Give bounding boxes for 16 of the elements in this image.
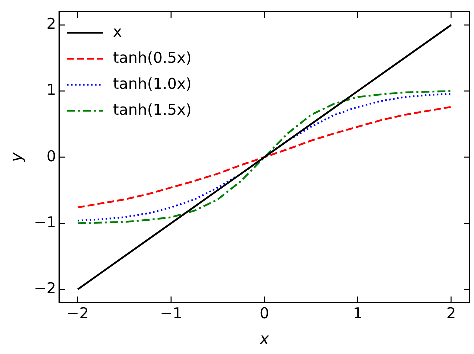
x-tick-label: −1 [160, 304, 182, 323]
x-tick-label: 1 [353, 304, 363, 323]
x-tick-label: 2 [446, 304, 456, 323]
x-tick-label: −2 [66, 304, 90, 323]
legend-label: tanh(1.0x) [113, 74, 192, 93]
y-tick-label: −2 [34, 279, 56, 298]
x-axis-title: x [258, 330, 270, 349]
y-tick-label: −1 [34, 213, 56, 232]
legend-label: tanh(0.5x) [113, 48, 192, 67]
legend-label: tanh(1.5x) [113, 100, 192, 119]
y-tick-label: 1 [46, 81, 56, 100]
y-tick-label: 0 [46, 147, 56, 166]
legend-label: x [113, 22, 122, 41]
y-tick-label: 2 [46, 15, 56, 34]
x-tick-label: 0 [260, 304, 270, 323]
y-axis-title: y [6, 152, 26, 164]
